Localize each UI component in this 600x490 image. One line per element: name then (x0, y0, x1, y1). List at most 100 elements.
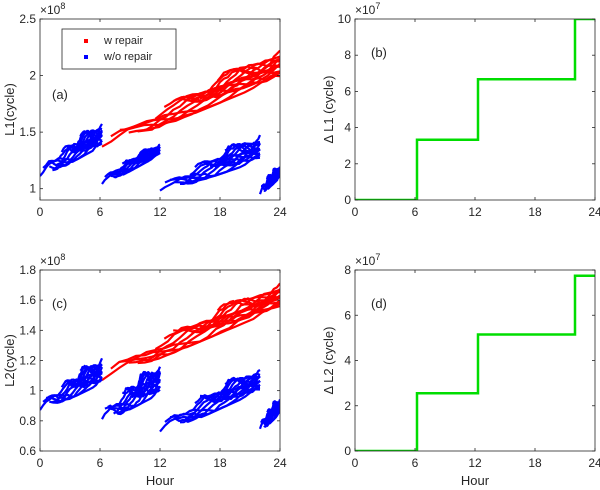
y-tick-label: 1.6 (19, 293, 36, 307)
legend: w repair w/o repair (61, 28, 177, 70)
segment-0 (40, 123, 103, 177)
y-tick-label: 6 (344, 84, 351, 98)
x-tick-label: 6 (97, 456, 104, 470)
y-tick-label: 8 (344, 48, 351, 62)
y-tick-label: 6 (344, 308, 351, 322)
axis-exponent: ×107 (355, 1, 380, 17)
plot-area-b (355, 19, 595, 200)
y-tick-label: 0 (344, 444, 351, 458)
x-tick-label: 12 (153, 205, 167, 219)
y-axis-label: Δ L1 (cycle) (321, 76, 336, 144)
y-axis-label: Δ L2 (cycle) (321, 327, 336, 395)
segment-3 (258, 399, 280, 430)
x-tick-label: 6 (412, 456, 419, 470)
panel-label: (c) (52, 296, 67, 311)
y-tick-label: 1.5 (19, 125, 36, 139)
x-tick-label: 24 (588, 456, 600, 470)
x-tick-label: 0 (352, 456, 359, 470)
trajectory (60, 363, 103, 389)
segment-0 (101, 49, 280, 148)
trajectory (224, 369, 261, 387)
x-tick-label: 6 (412, 205, 419, 219)
y-tick-label: 10 (338, 12, 352, 26)
y-tick-label: 1.8 (19, 263, 36, 277)
x-tick-label: 24 (588, 205, 600, 219)
trajectory (209, 142, 261, 169)
panel-c: 0 6 12 18 24 0.6 0.8 1 1.2 1.4 1.6 1.8 ×108 L2(cycle)… (2, 252, 287, 488)
trajectory (219, 375, 261, 395)
plot-area-d (355, 274, 595, 451)
trajectory (208, 289, 280, 323)
segment-2 (159, 134, 262, 192)
segment-2 (159, 369, 261, 433)
legend-label: w repair (103, 35, 143, 47)
x-tick-label: 24 (273, 456, 287, 470)
series-c-0 (101, 282, 280, 382)
trajectory (190, 295, 280, 334)
series-a-1 (40, 123, 280, 195)
series-b-0 (355, 19, 595, 200)
axis-exponent-power: 8 (60, 252, 65, 262)
trajectory (216, 282, 280, 312)
y-tick-label: 0 (344, 193, 351, 207)
step-line (355, 19, 595, 200)
y-tick-label: 0.8 (19, 414, 36, 428)
axis-exponent-power: 8 (60, 1, 65, 11)
trajectory (271, 399, 280, 410)
x-tick-label: 12 (468, 456, 482, 470)
trajectory (67, 129, 103, 154)
step-line (355, 274, 595, 451)
y-tick-label: 2 (344, 157, 351, 171)
y-axis-label: L1(cycle) (2, 83, 17, 136)
y-tick-label: 2 (344, 399, 351, 413)
panel-label: (a) (52, 87, 68, 102)
y-tick-label: 4 (344, 121, 351, 135)
axis-exponent: ×107 (355, 252, 380, 268)
axis-exponent: ×108 (40, 1, 65, 17)
segment-0 (101, 282, 280, 382)
y-tick-label: 1 (29, 182, 36, 196)
trajectory (154, 62, 280, 120)
trajectory (224, 134, 262, 153)
trajectory (79, 357, 104, 377)
segment-3 (258, 166, 280, 195)
legend-marker (84, 39, 88, 43)
x-tick-label: 0 (37, 456, 44, 470)
x-tick-label: 18 (528, 205, 542, 219)
y-tick-label: 8 (344, 263, 351, 277)
trajectory (181, 58, 280, 103)
x-tick-label: 18 (213, 456, 227, 470)
legend-label: w/o repair (103, 51, 153, 63)
axis-exponent: ×108 (40, 252, 65, 268)
x-tick-label: 12 (468, 205, 482, 219)
panel-label: (b) (371, 45, 387, 60)
trajectory (216, 49, 280, 82)
legend-box (61, 28, 177, 70)
trajectory (190, 62, 280, 103)
series-c-1 (40, 357, 280, 433)
trajectory (127, 371, 161, 397)
trajectory (138, 143, 161, 155)
y-tick-label: 4 (344, 354, 351, 368)
legend-marker (84, 55, 88, 59)
x-tick-label: 0 (352, 205, 359, 219)
x-axis-label: Hour (146, 473, 175, 488)
x-tick-label: 18 (528, 456, 542, 470)
y-tick-label: 1.4 (19, 323, 36, 337)
trajectory (76, 365, 104, 382)
trajectory (189, 148, 261, 176)
x-tick-label: 0 (37, 205, 44, 219)
trajectory (219, 142, 261, 162)
x-axis-label: Hour (461, 473, 490, 488)
axis-exponent-power: 7 (375, 252, 380, 262)
segment-0 (40, 357, 104, 411)
plot-area-a (40, 49, 280, 195)
x-tick-label: 12 (153, 456, 167, 470)
series-d-0 (355, 274, 595, 451)
plot-area-c (40, 282, 280, 433)
x-tick-label: 24 (273, 205, 287, 219)
y-tick-label: 1 (29, 384, 36, 398)
